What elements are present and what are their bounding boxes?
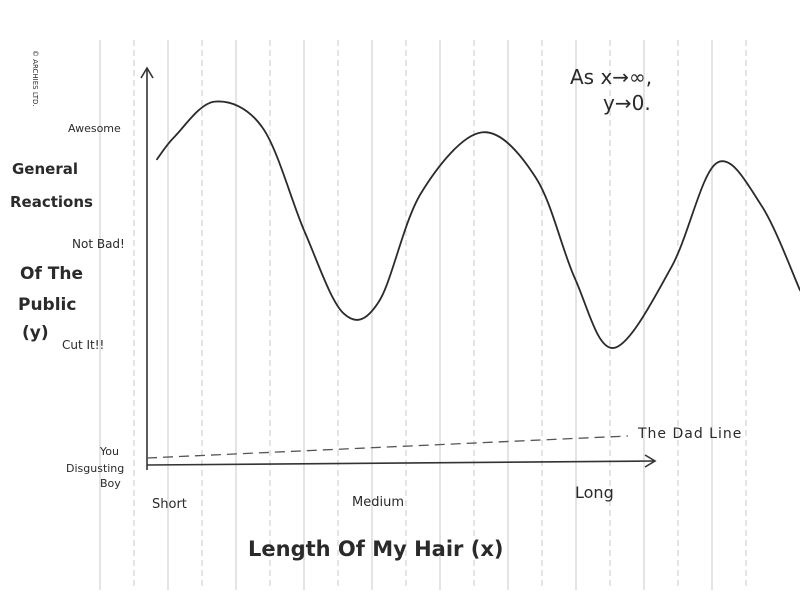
y-tick-cut-it: Cut It!! <box>62 338 104 352</box>
y-axis-title-line-4: Public <box>18 295 76 315</box>
x-tick-long: Long <box>575 483 614 502</box>
x-axis <box>146 460 655 466</box>
y-axis-title-line-5: (y) <box>22 323 49 343</box>
y-axis-title-line-3: Of The <box>20 264 83 284</box>
y-axis-title-line-1: General <box>12 160 78 178</box>
dad-line-label: The Dad Line <box>637 426 742 442</box>
x-axis-arrow <box>644 454 657 468</box>
x-tick-medium: Medium <box>352 495 404 510</box>
y-tick-not-bad: Not Bad! <box>72 237 125 251</box>
publisher-mark: © ARCHIES LTD. <box>31 50 39 107</box>
x-axis-title: Length Of My Hair (x) <box>248 537 503 561</box>
y-axis-arrow <box>140 66 154 79</box>
y-tick-disgusting-boy: You Disgusting Boy <box>66 445 128 490</box>
y-tick-awesome: Awesome <box>68 122 121 135</box>
y-axis-title-line-2: Reactions <box>10 193 93 211</box>
dad-line <box>146 435 629 459</box>
limit-note-line-1: As x→∞, <box>570 65 652 89</box>
notebook-rule-lines <box>99 40 747 590</box>
series-curve <box>156 100 800 349</box>
x-tick-short: Short <box>152 497 187 512</box>
limit-note-line-2: y→0. <box>603 91 651 115</box>
